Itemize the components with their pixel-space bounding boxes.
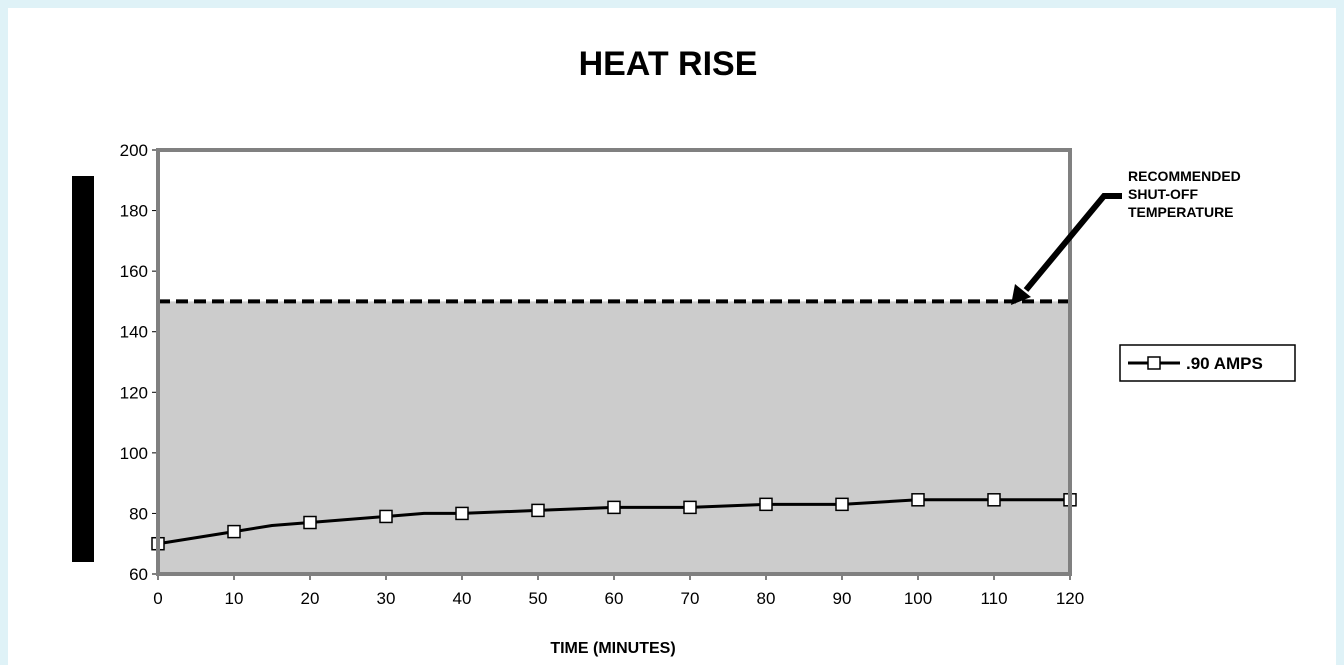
x-tick-label: 10 — [225, 589, 244, 608]
y-axis-label: MOTOR SHELL TEMPERATURE (°F) — [76, 233, 93, 505]
legend: .90 AMPS — [1119, 344, 1296, 382]
annotation-line-3: TEMPERATURE — [1128, 204, 1234, 220]
x-tick-label: 60 — [605, 589, 624, 608]
x-axis-ticks: 0 10 20 30 40 50 60 70 80 90 100 110 120 — [153, 574, 1084, 608]
y-tick-label: 120 — [120, 383, 148, 402]
legend-label: .90 AMPS — [1186, 354, 1263, 373]
x-tick-label: 100 — [904, 589, 932, 608]
x-tick-label: 80 — [757, 589, 776, 608]
shut-off-annotation: RECOMMENDED SHUT-OFF TEMPERATURE — [1011, 168, 1241, 305]
x-tick-label: 20 — [301, 589, 320, 608]
data-point-marker — [227, 524, 241, 539]
annotation-arrow-shaft — [1023, 193, 1122, 292]
chart-title: HEAT RISE — [579, 45, 758, 83]
x-tick-label: 40 — [453, 589, 472, 608]
data-point-marker — [531, 503, 545, 518]
x-tick-label: 110 — [980, 589, 1007, 608]
data-point-marker — [987, 493, 1001, 507]
data-point-marker — [911, 493, 925, 507]
annotation-arrow-head — [1011, 284, 1031, 305]
y-tick-label: 160 — [120, 262, 148, 281]
y-tick-label: 60 — [129, 565, 148, 584]
shaded-region — [158, 301, 1070, 574]
plot-area-frame — [156, 148, 1072, 576]
data-point-marker — [683, 500, 697, 515]
series-group — [151, 493, 1077, 551]
y-tick-label: 140 — [120, 323, 148, 342]
y-tick-label: 100 — [120, 444, 148, 463]
chart-frame: HEAT RISE MOTOR SHELL TEMPERATURE (°F) T… — [8, 8, 1336, 665]
data-point-marker — [455, 506, 469, 521]
y-tick-label: 200 — [120, 141, 148, 160]
x-tick-label: 90 — [833, 589, 852, 608]
y-tick-label: 80 — [129, 504, 148, 523]
data-point-marker — [607, 500, 621, 515]
x-axis-label: TIME (MINUTES) — [550, 640, 675, 657]
y-tick-label: 180 — [120, 202, 148, 221]
heat-rise-chart: HEAT RISE MOTOR SHELL TEMPERATURE (°F) T… — [72, 45, 1296, 657]
data-point-marker — [835, 497, 849, 512]
legend-marker-swatch — [1147, 356, 1161, 370]
y-axis-label-background — [72, 176, 94, 562]
annotation-line-2: SHUT-OFF — [1128, 186, 1198, 202]
y-axis-label-group: MOTOR SHELL TEMPERATURE (°F) — [72, 176, 94, 562]
x-tick-label: 70 — [681, 589, 700, 608]
x-tick-label: 50 — [529, 589, 548, 608]
data-point-marker — [379, 509, 393, 524]
data-point-marker — [759, 497, 773, 512]
y-axis-ticks: 60 80 100 120 140 160 180 200 — [120, 141, 158, 584]
x-tick-label: 120 — [1056, 589, 1084, 608]
data-point-marker — [303, 515, 317, 530]
x-tick-label: 0 — [153, 589, 162, 608]
x-tick-label: 30 — [377, 589, 396, 608]
annotation-line-1: RECOMMENDED — [1128, 168, 1241, 184]
